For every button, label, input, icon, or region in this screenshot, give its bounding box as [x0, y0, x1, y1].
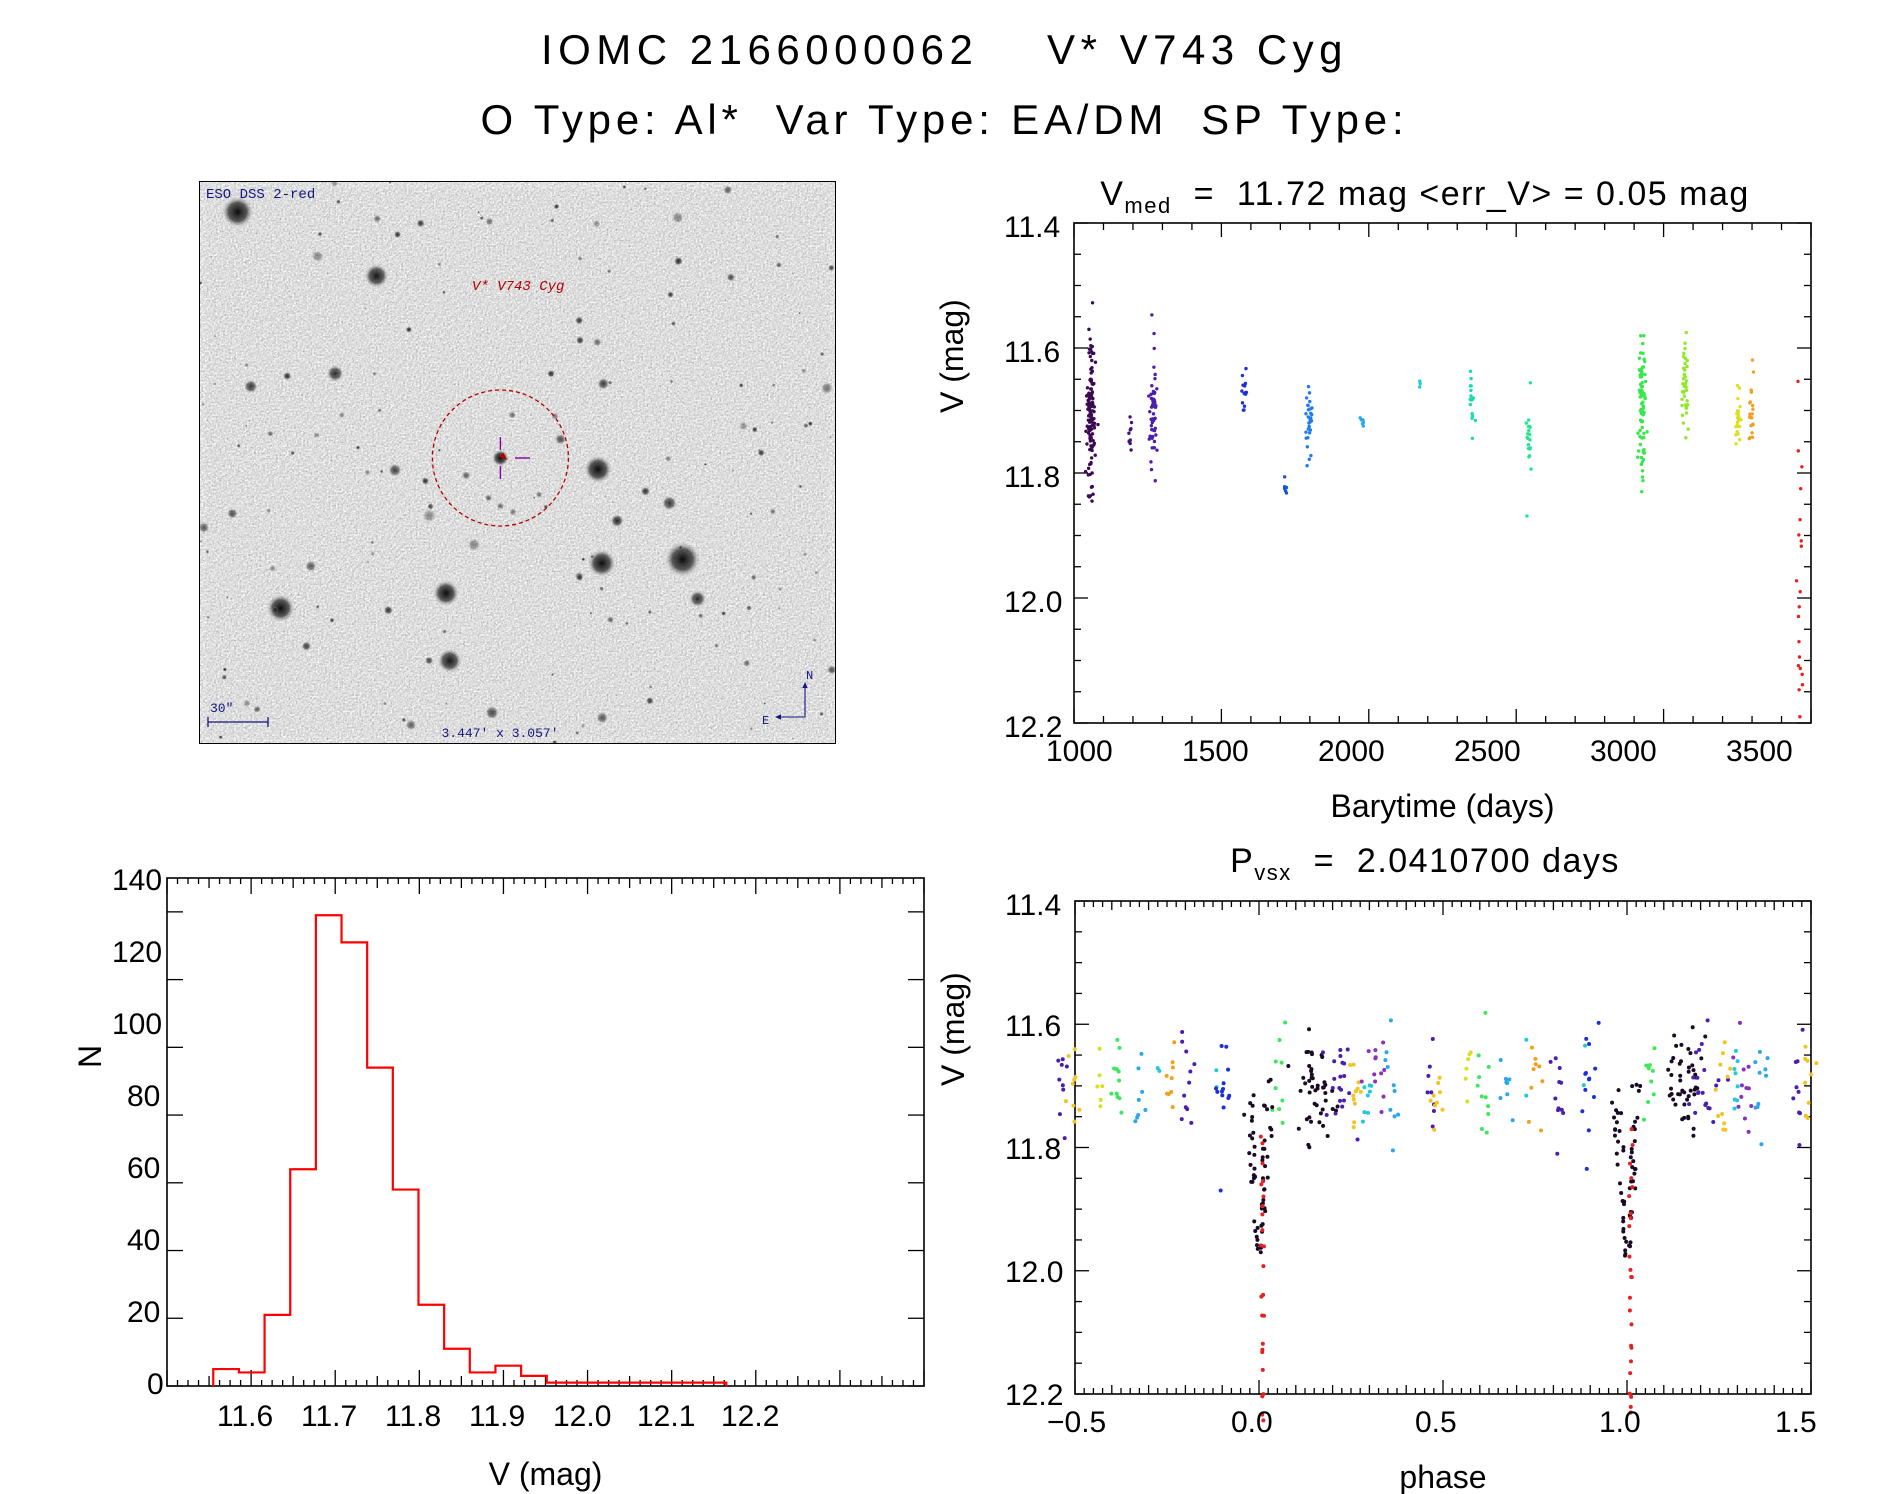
svg-text:30": 30" — [210, 701, 233, 716]
svg-text:ESO DSS 2-red: ESO DSS 2-red — [206, 187, 315, 203]
svg-text:E: E — [762, 714, 769, 728]
svg-text:N: N — [806, 669, 813, 683]
svg-text:V* V743 Cyg: V* V743 Cyg — [472, 279, 564, 295]
svg-text:3.447' x 3.057': 3.447' x 3.057' — [441, 726, 558, 741]
